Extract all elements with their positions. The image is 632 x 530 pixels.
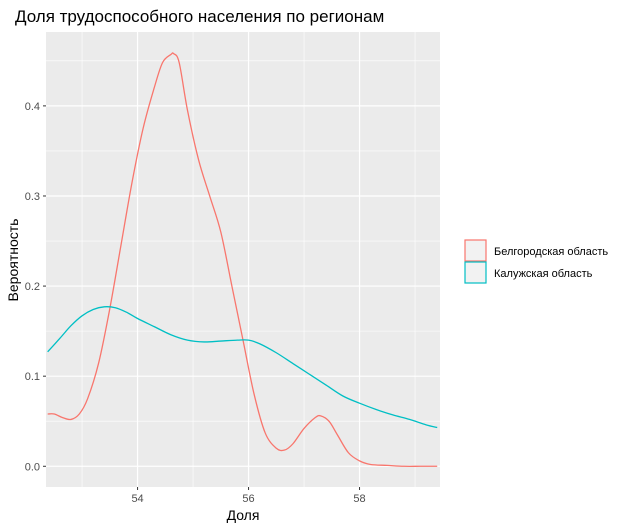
density-line-series-2 xyxy=(47,306,438,429)
plot-panel xyxy=(46,32,440,487)
density-curves xyxy=(47,52,438,467)
y-tick-label: 0.3 xyxy=(25,191,40,203)
chart-title: Доля трудоспособного населения по регион… xyxy=(15,7,384,26)
minor-gridlines xyxy=(46,32,440,487)
legend: Белгородская область Калужская область xyxy=(464,239,608,284)
y-tick-label: 0.0 xyxy=(25,461,40,473)
x-tick-label: 54 xyxy=(131,493,143,505)
x-axis-title: Доля xyxy=(227,507,260,523)
y-axis-title: Вероятность xyxy=(5,219,21,302)
x-tick-label: 56 xyxy=(242,493,254,505)
legend-label-2: Калужская область xyxy=(494,268,593,280)
legend-key-2 xyxy=(464,261,487,284)
x-tick-label: 58 xyxy=(353,493,365,505)
y-axis: 0.0 0.1 0.2 0.3 0.4 xyxy=(25,101,46,473)
legend-key-1 xyxy=(464,239,487,262)
x-axis: 54 56 58 xyxy=(131,487,366,505)
major-gridlines xyxy=(46,32,440,487)
density-line-series-1 xyxy=(47,52,438,467)
legend-label-1: Белгородская область xyxy=(494,246,608,258)
y-tick-label: 0.2 xyxy=(25,281,40,293)
y-tick-label: 0.4 xyxy=(25,101,40,113)
y-tick-label: 0.1 xyxy=(25,371,40,383)
